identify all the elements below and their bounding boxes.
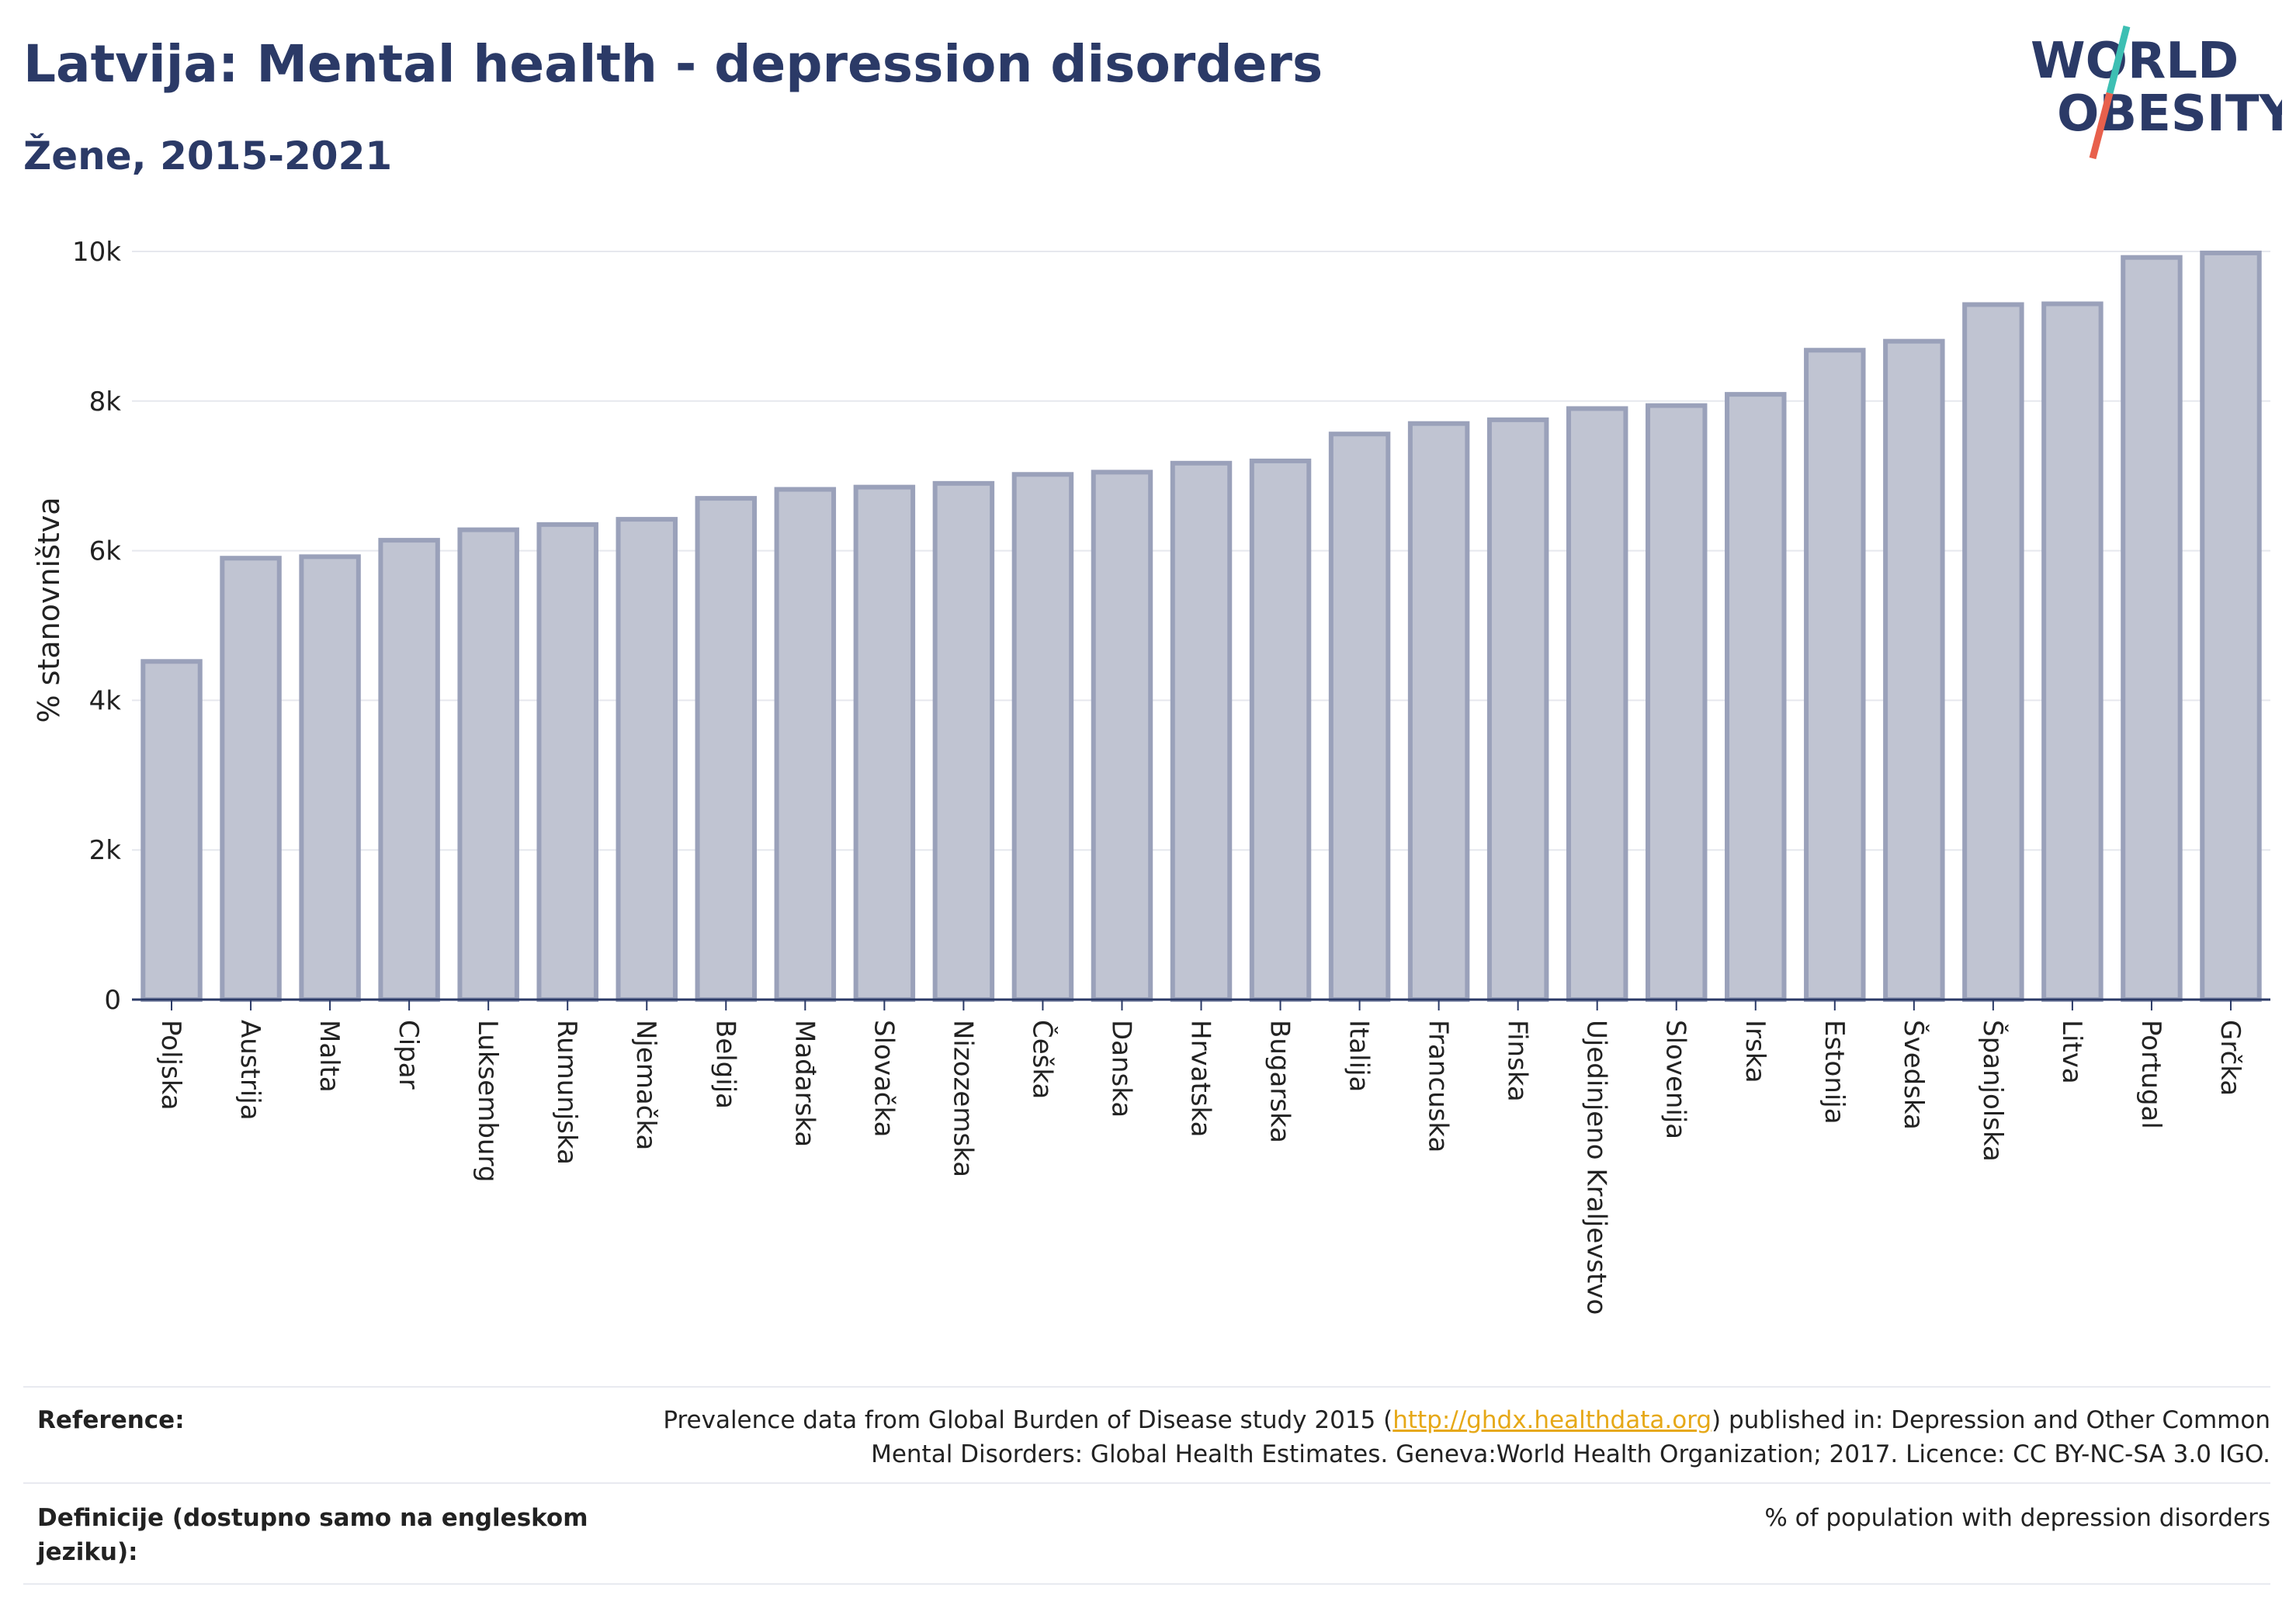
x-tick-label: Finska bbox=[1502, 1020, 1533, 1102]
bar-Mađarska[interactable] bbox=[774, 487, 837, 1002]
bar-Luksemburg[interactable] bbox=[457, 527, 519, 1002]
bar-Danska[interactable] bbox=[1091, 470, 1153, 1002]
bar-Njemačka[interactable] bbox=[616, 517, 678, 1002]
x-tick-label: Rumunjska bbox=[551, 1020, 582, 1165]
bar-Švedska[interactable] bbox=[1883, 338, 1945, 1002]
bar-Italija[interactable] bbox=[1328, 431, 1391, 1002]
x-tick-label: Slovenija bbox=[1660, 1020, 1691, 1139]
x-tick-label: Češka bbox=[1026, 1020, 1058, 1099]
x-tick-label: Slovačka bbox=[868, 1020, 899, 1137]
chart-subtitle: Žene, 2015-2021 bbox=[23, 133, 393, 178]
x-tick-label: Švedska bbox=[1898, 1020, 1930, 1130]
bar-Austrija[interactable] bbox=[220, 556, 282, 1002]
x-tick-label: Malta bbox=[314, 1020, 345, 1093]
x-tick-label: Ujedinjeno Kraljevstvo bbox=[1581, 1020, 1612, 1315]
bar-Poljska[interactable] bbox=[140, 659, 203, 1002]
logo-slash-bottom bbox=[2089, 92, 2114, 160]
x-tick-label: Poljska bbox=[155, 1020, 186, 1111]
x-tick-label: Francuska bbox=[1423, 1020, 1454, 1152]
bar-Slovenija[interactable] bbox=[1645, 403, 1708, 1002]
x-tick-label: Austrija bbox=[234, 1020, 265, 1121]
reference-text-line2: Mental Disorders: Global Health Estimate… bbox=[871, 1440, 2270, 1468]
bar-layer bbox=[140, 250, 2262, 1003]
bar-Estonija[interactable] bbox=[1804, 348, 1866, 1002]
bar-Irska[interactable] bbox=[1725, 392, 1787, 1002]
reference-text-before: Prevalence data from Global Burden of Di… bbox=[663, 1406, 1393, 1434]
footer-rule-middle bbox=[23, 1482, 2270, 1484]
bar-Grčka[interactable] bbox=[2200, 250, 2262, 1003]
y-tick-label: 0 bbox=[104, 985, 121, 1016]
definition-label: Definicije (dostupno samo na engleskom j… bbox=[37, 1504, 588, 1566]
y-axis-label: % stanovništva bbox=[32, 497, 66, 723]
x-tick-label: Hrvatska bbox=[1185, 1020, 1216, 1137]
x-tick-label: Nizozemska bbox=[947, 1020, 978, 1177]
bar-Hrvatska[interactable] bbox=[1170, 460, 1233, 1002]
world-obesity-logo: WORLD OBESITY bbox=[2031, 25, 2282, 160]
footer: Reference: Prevalence data from Global B… bbox=[23, 1386, 2270, 1588]
y-tick-label: 2k bbox=[89, 835, 122, 866]
bar-Finska[interactable] bbox=[1486, 417, 1549, 1002]
x-tick-label: Belgija bbox=[709, 1020, 740, 1109]
bar-Litva[interactable] bbox=[2041, 301, 2104, 1003]
definition-text: % of population with depression disorder… bbox=[1764, 1504, 2270, 1532]
bar-Ujedinjeno Kraljevstvo[interactable] bbox=[1566, 406, 1628, 1002]
x-tick-label: Grčka bbox=[2214, 1020, 2246, 1096]
x-tick-label: Danska bbox=[1105, 1020, 1136, 1118]
chart-title: Latvija: Mental health - depression diso… bbox=[23, 34, 1323, 94]
bar-Bugarska[interactable] bbox=[1249, 458, 1312, 1002]
bar-Malta[interactable] bbox=[299, 554, 361, 1002]
x-tick-label: Irska bbox=[1739, 1020, 1771, 1083]
x-tick-label: Litva bbox=[2056, 1020, 2087, 1084]
bar-Španjolska[interactable] bbox=[1962, 302, 2024, 1003]
bar-Rumunjska[interactable] bbox=[536, 522, 598, 1002]
bar-Portugal[interactable] bbox=[2121, 255, 2183, 1003]
x-tick-label: Mađarska bbox=[789, 1020, 820, 1147]
y-tick-label: 10k bbox=[72, 237, 121, 268]
reference-link[interactable]: http://ghdx.healthdata.org bbox=[1393, 1406, 1712, 1434]
logo-line2: OBESITY bbox=[2057, 85, 2282, 143]
x-tick-label: Luksemburg bbox=[472, 1020, 503, 1182]
x-tick-label: Cipar bbox=[393, 1020, 424, 1090]
x-tick-label: Italija bbox=[1344, 1020, 1375, 1092]
y-tick-label: 6k bbox=[89, 536, 122, 567]
x-tick-label: Španjolska bbox=[1977, 1020, 2009, 1162]
bar-Cipar[interactable] bbox=[378, 538, 440, 1002]
bar-Češka[interactable] bbox=[1011, 472, 1074, 1002]
bar-chart: 0 2k 4k 6k 8k 10k Poljska Austrija Malta Cipar Luk… bbox=[32, 237, 2270, 1315]
footer-rule-top bbox=[23, 1386, 2270, 1388]
x-tick-label: Estonija bbox=[1819, 1020, 1850, 1125]
y-tick-label: 4k bbox=[89, 685, 122, 716]
x-tick-label: Portugal bbox=[2135, 1020, 2166, 1129]
axis-layer: 0 2k 4k 6k 8k 10k Poljska Austrija Malta Cipar Luk… bbox=[72, 237, 2270, 1315]
logo-line1: WORLD bbox=[2031, 33, 2239, 90]
x-tick-label: Njemačka bbox=[630, 1020, 661, 1150]
reference-text-after: ) published in: Depression and Other Com… bbox=[1712, 1406, 2270, 1434]
reference-label: Reference: bbox=[37, 1406, 185, 1434]
x-tick-label: Bugarska bbox=[1264, 1020, 1295, 1143]
footer-rule-bottom bbox=[23, 1583, 2270, 1585]
reference-text: Prevalence data from Global Burden of Di… bbox=[602, 1403, 2270, 1471]
bar-Belgija[interactable] bbox=[695, 496, 758, 1002]
bar-Nizozemska[interactable] bbox=[932, 480, 995, 1002]
bar-Francuska[interactable] bbox=[1407, 421, 1470, 1002]
bar-Slovačka[interactable] bbox=[853, 484, 916, 1002]
logo-slash-top bbox=[2106, 25, 2131, 95]
y-tick-label: 8k bbox=[89, 386, 122, 418]
